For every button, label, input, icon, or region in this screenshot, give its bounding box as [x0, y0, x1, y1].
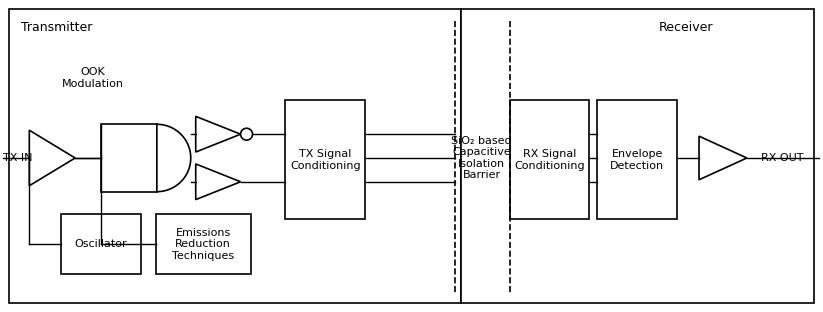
Text: RX OUT: RX OUT — [760, 153, 803, 163]
Text: Emissions
Reduction
Techniques: Emissions Reduction Techniques — [172, 228, 235, 261]
Bar — [461, 9, 814, 303]
Bar — [101, 124, 157, 192]
Bar — [286, 100, 365, 219]
Text: TX Signal
Conditioning: TX Signal Conditioning — [290, 149, 360, 171]
Polygon shape — [699, 136, 746, 180]
Bar — [9, 9, 461, 303]
Text: RX Signal
Conditioning: RX Signal Conditioning — [514, 149, 585, 171]
Text: Envelope
Detection: Envelope Detection — [610, 149, 664, 171]
Polygon shape — [196, 164, 240, 200]
Polygon shape — [157, 124, 191, 192]
Polygon shape — [30, 130, 75, 186]
Bar — [509, 100, 589, 219]
Bar — [61, 214, 141, 274]
Text: SiO₂ based
Capacitive
Isolation
Barrier: SiO₂ based Capacitive Isolation Barrier — [452, 136, 512, 180]
Polygon shape — [196, 116, 240, 152]
Circle shape — [240, 128, 253, 140]
Bar — [597, 100, 677, 219]
Text: OOK
Modulation: OOK Modulation — [62, 67, 124, 89]
Bar — [156, 214, 250, 274]
Text: TX IN: TX IN — [3, 153, 33, 163]
Text: Oscillator: Oscillator — [75, 239, 128, 249]
Text: Receiver: Receiver — [659, 21, 714, 34]
Text: Transmitter: Transmitter — [21, 21, 93, 34]
